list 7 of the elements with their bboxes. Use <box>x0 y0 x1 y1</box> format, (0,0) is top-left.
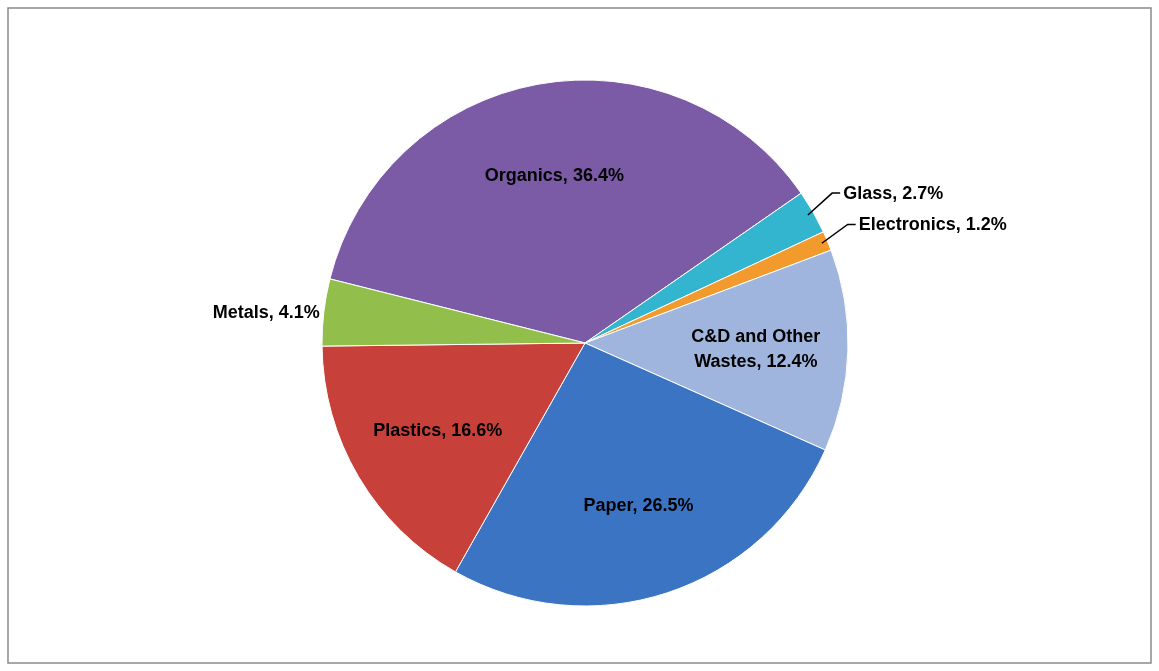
slice-label: Metals, 4.1% <box>212 301 320 322</box>
slice-label: Plastics, 16.6% <box>373 419 503 440</box>
slice-label: Glass, 2.7% <box>843 183 944 204</box>
slice-label: Paper, 26.5% <box>583 495 694 516</box>
slice-label: Organics, 36.4% <box>484 164 624 185</box>
slice-label: C&D and Other Wastes, 12.4% <box>691 325 821 371</box>
slice-label: Electronics, 1.2% <box>858 214 1007 235</box>
